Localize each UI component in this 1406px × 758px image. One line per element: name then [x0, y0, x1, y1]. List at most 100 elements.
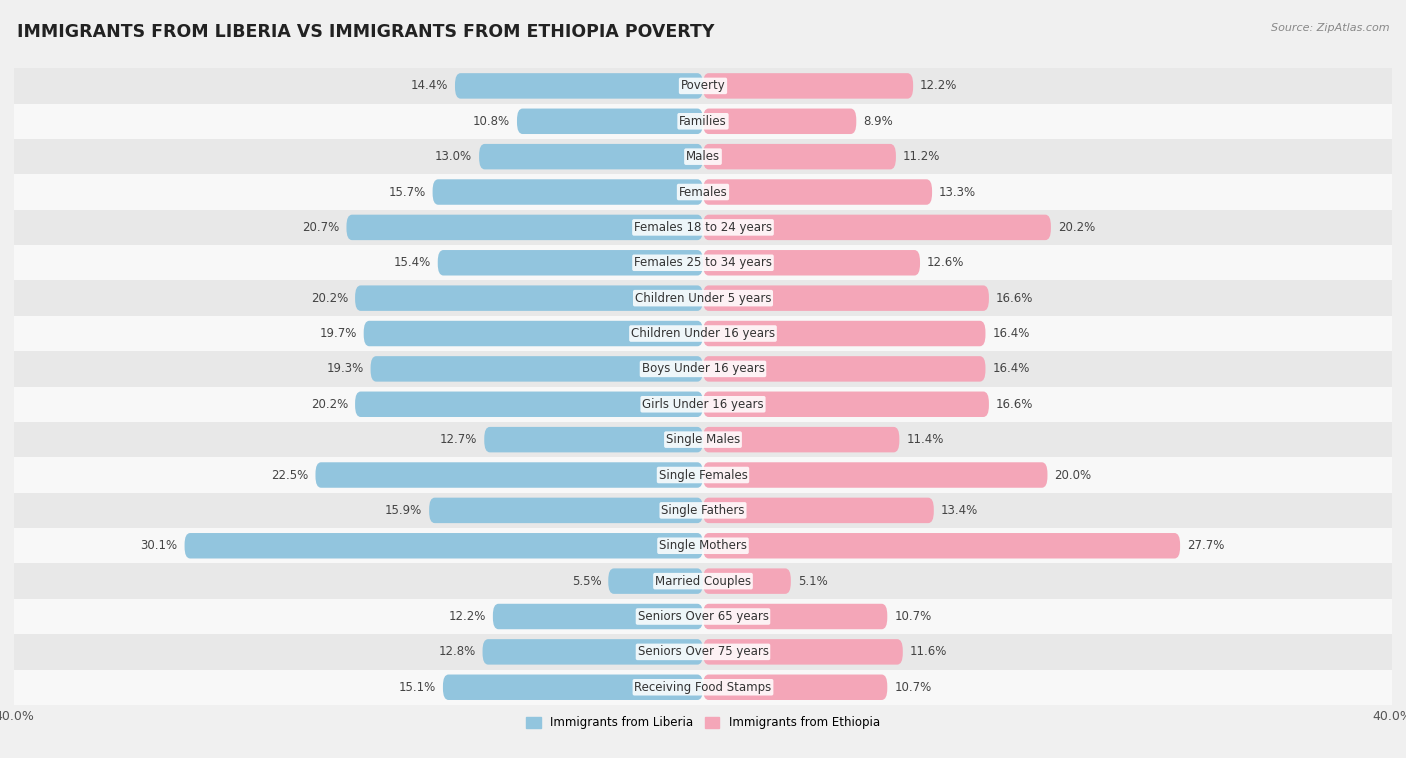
Bar: [14, 245, 1392, 280]
Text: 30.1%: 30.1%: [141, 539, 177, 553]
Bar: [14, 316, 1392, 351]
Bar: [14, 493, 1392, 528]
Text: 15.7%: 15.7%: [388, 186, 426, 199]
FancyBboxPatch shape: [346, 215, 703, 240]
Text: Females: Females: [679, 186, 727, 199]
FancyBboxPatch shape: [494, 604, 703, 629]
Text: Females 25 to 34 years: Females 25 to 34 years: [634, 256, 772, 269]
FancyBboxPatch shape: [429, 498, 703, 523]
Text: Poverty: Poverty: [681, 80, 725, 92]
Text: 10.8%: 10.8%: [472, 114, 510, 128]
Bar: [14, 351, 1392, 387]
Text: 20.2%: 20.2%: [1057, 221, 1095, 234]
Bar: [14, 139, 1392, 174]
Text: 10.7%: 10.7%: [894, 610, 931, 623]
Text: 19.3%: 19.3%: [326, 362, 364, 375]
Text: 15.9%: 15.9%: [385, 504, 422, 517]
Text: Seniors Over 75 years: Seniors Over 75 years: [637, 645, 769, 659]
Text: Seniors Over 65 years: Seniors Over 65 years: [637, 610, 769, 623]
Text: Single Males: Single Males: [666, 433, 740, 446]
Text: 5.1%: 5.1%: [797, 575, 828, 587]
FancyBboxPatch shape: [184, 533, 703, 559]
FancyBboxPatch shape: [364, 321, 703, 346]
Bar: [14, 104, 1392, 139]
Text: 27.7%: 27.7%: [1187, 539, 1225, 553]
Text: 11.6%: 11.6%: [910, 645, 948, 659]
FancyBboxPatch shape: [371, 356, 703, 381]
Text: Single Females: Single Females: [658, 468, 748, 481]
Text: 20.0%: 20.0%: [1054, 468, 1091, 481]
Text: Girls Under 16 years: Girls Under 16 years: [643, 398, 763, 411]
Text: Boys Under 16 years: Boys Under 16 years: [641, 362, 765, 375]
FancyBboxPatch shape: [703, 462, 1047, 487]
Bar: [14, 669, 1392, 705]
FancyBboxPatch shape: [703, 675, 887, 700]
Text: 16.4%: 16.4%: [993, 327, 1029, 340]
Text: 16.6%: 16.6%: [995, 292, 1033, 305]
FancyBboxPatch shape: [703, 74, 912, 99]
Text: 14.4%: 14.4%: [411, 80, 449, 92]
FancyBboxPatch shape: [437, 250, 703, 275]
Legend: Immigrants from Liberia, Immigrants from Ethiopia: Immigrants from Liberia, Immigrants from…: [522, 712, 884, 734]
FancyBboxPatch shape: [703, 392, 988, 417]
Text: 8.9%: 8.9%: [863, 114, 893, 128]
FancyBboxPatch shape: [484, 427, 703, 453]
FancyBboxPatch shape: [443, 675, 703, 700]
Text: IMMIGRANTS FROM LIBERIA VS IMMIGRANTS FROM ETHIOPIA POVERTY: IMMIGRANTS FROM LIBERIA VS IMMIGRANTS FR…: [17, 23, 714, 41]
Text: Receiving Food Stamps: Receiving Food Stamps: [634, 681, 772, 694]
Text: Families: Families: [679, 114, 727, 128]
Text: 13.4%: 13.4%: [941, 504, 979, 517]
FancyBboxPatch shape: [703, 144, 896, 169]
FancyBboxPatch shape: [703, 356, 986, 381]
Text: 16.4%: 16.4%: [993, 362, 1029, 375]
Text: Source: ZipAtlas.com: Source: ZipAtlas.com: [1271, 23, 1389, 33]
Text: Single Fathers: Single Fathers: [661, 504, 745, 517]
Text: 22.5%: 22.5%: [271, 468, 308, 481]
Bar: [14, 528, 1392, 563]
Text: 12.2%: 12.2%: [920, 80, 957, 92]
FancyBboxPatch shape: [703, 604, 887, 629]
Text: Children Under 5 years: Children Under 5 years: [634, 292, 772, 305]
FancyBboxPatch shape: [703, 108, 856, 134]
Text: 20.2%: 20.2%: [311, 292, 349, 305]
FancyBboxPatch shape: [703, 498, 934, 523]
FancyBboxPatch shape: [482, 639, 703, 665]
Bar: [14, 210, 1392, 245]
Bar: [14, 457, 1392, 493]
FancyBboxPatch shape: [703, 639, 903, 665]
FancyBboxPatch shape: [703, 286, 988, 311]
Text: 13.0%: 13.0%: [434, 150, 472, 163]
Bar: [14, 634, 1392, 669]
Text: 15.1%: 15.1%: [399, 681, 436, 694]
Text: 12.6%: 12.6%: [927, 256, 965, 269]
Text: 12.7%: 12.7%: [440, 433, 478, 446]
Text: 13.3%: 13.3%: [939, 186, 976, 199]
Text: Married Couples: Married Couples: [655, 575, 751, 587]
Bar: [14, 563, 1392, 599]
Text: 20.7%: 20.7%: [302, 221, 340, 234]
Text: Females 18 to 24 years: Females 18 to 24 years: [634, 221, 772, 234]
FancyBboxPatch shape: [356, 286, 703, 311]
Text: Children Under 16 years: Children Under 16 years: [631, 327, 775, 340]
Text: 12.8%: 12.8%: [439, 645, 475, 659]
Bar: [14, 280, 1392, 316]
Text: 19.7%: 19.7%: [319, 327, 357, 340]
Text: 5.5%: 5.5%: [572, 575, 602, 587]
Text: 11.4%: 11.4%: [907, 433, 943, 446]
FancyBboxPatch shape: [479, 144, 703, 169]
FancyBboxPatch shape: [703, 568, 790, 594]
FancyBboxPatch shape: [315, 462, 703, 487]
FancyBboxPatch shape: [703, 215, 1050, 240]
FancyBboxPatch shape: [703, 321, 986, 346]
Text: Single Mothers: Single Mothers: [659, 539, 747, 553]
Bar: [14, 174, 1392, 210]
FancyBboxPatch shape: [356, 392, 703, 417]
Bar: [14, 599, 1392, 634]
FancyBboxPatch shape: [703, 250, 920, 275]
Text: 10.7%: 10.7%: [894, 681, 931, 694]
FancyBboxPatch shape: [609, 568, 703, 594]
FancyBboxPatch shape: [703, 180, 932, 205]
Bar: [14, 422, 1392, 457]
Bar: [14, 68, 1392, 104]
Bar: [14, 387, 1392, 422]
